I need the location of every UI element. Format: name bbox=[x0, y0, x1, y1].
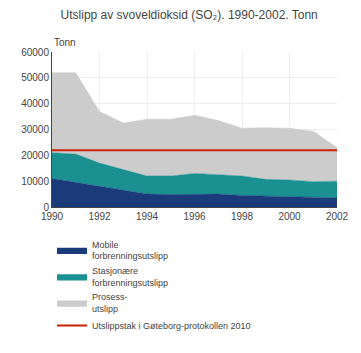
svg-text:Stasjonæreforbrenningsutslipp: Stasjonæreforbrenningsutslipp bbox=[92, 266, 168, 288]
svg-text:1994: 1994 bbox=[136, 211, 159, 222]
svg-text:1998: 1998 bbox=[231, 211, 254, 222]
svg-text:1992: 1992 bbox=[88, 211, 111, 222]
svg-text:Prosess-utslipp: Prosess-utslipp bbox=[92, 292, 128, 314]
svg-text:Tonn: Tonn bbox=[54, 37, 76, 48]
svg-text:40000: 40000 bbox=[21, 98, 49, 109]
svg-text:2002: 2002 bbox=[326, 211, 349, 222]
svg-text:0: 0 bbox=[43, 202, 49, 213]
svg-text:60000: 60000 bbox=[21, 47, 49, 58]
svg-text:Utslippstak i Gøteborg-protoko: Utslippstak i Gøteborg-protokollen 2010 bbox=[92, 321, 251, 331]
svg-text:2000: 2000 bbox=[278, 211, 301, 222]
svg-text:30000: 30000 bbox=[21, 124, 49, 135]
svg-text:1990: 1990 bbox=[41, 211, 64, 222]
svg-text:Utslipp av svoveldioksid (SO₂): Utslipp av svoveldioksid (SO₂). 1990-200… bbox=[61, 8, 318, 22]
svg-text:50000: 50000 bbox=[21, 72, 49, 83]
svg-text:10000: 10000 bbox=[21, 176, 49, 187]
svg-text:20000: 20000 bbox=[21, 150, 49, 161]
svg-text:Mobileforbrenningsutslipp: Mobileforbrenningsutslipp bbox=[92, 240, 168, 262]
svg-text:1996: 1996 bbox=[183, 211, 206, 222]
